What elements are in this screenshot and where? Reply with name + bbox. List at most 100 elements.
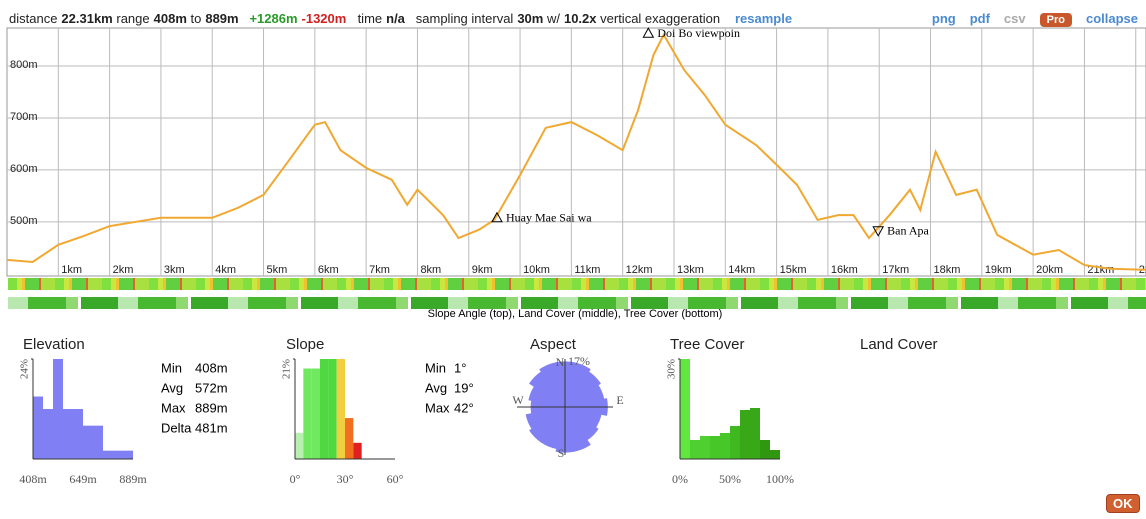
panel-title: Tree Cover xyxy=(670,336,744,353)
x-tick-label: 12km xyxy=(626,264,653,276)
x-tick-label: 11km xyxy=(574,264,600,276)
x-tick-label: 15km xyxy=(780,264,807,276)
gain: +1286m xyxy=(249,11,298,26)
stat-label: Min xyxy=(161,360,182,375)
y-tick-label: 21% xyxy=(281,359,293,379)
y-tick-label: 700m xyxy=(10,111,38,123)
rose-sector xyxy=(529,406,566,443)
histogram-bar xyxy=(750,408,760,459)
plot-area xyxy=(6,27,1146,277)
histogram-bar xyxy=(53,359,63,459)
histogram-bar xyxy=(103,450,113,459)
histogram-bar xyxy=(720,433,730,459)
resample-link[interactable]: resample xyxy=(734,11,793,26)
rose-sector xyxy=(539,362,566,408)
panel-title: Land Cover xyxy=(860,336,938,353)
histogram-bar xyxy=(328,359,337,459)
histogram-bar xyxy=(740,410,750,459)
histogram-bar xyxy=(113,450,123,459)
y-tick-label: 30% xyxy=(666,359,678,379)
loss: -1320m xyxy=(301,11,347,26)
histogram-bar xyxy=(43,409,53,459)
histogram-bar xyxy=(345,418,354,459)
label: to xyxy=(190,11,202,26)
x-tick-label: 889m xyxy=(119,472,147,486)
label: distance xyxy=(9,11,58,26)
strip-caption: Slope Angle (top), Land Cover (middle), … xyxy=(428,308,723,320)
x-tick-label: 50% xyxy=(719,472,741,486)
x-tick-label: 13km xyxy=(677,264,704,276)
label: w/ xyxy=(546,11,560,26)
x-tick-label: 9km xyxy=(472,264,493,276)
x-tick-label: 30° xyxy=(337,472,354,486)
histogram-bar xyxy=(680,359,690,459)
ok-button[interactable]: OK xyxy=(1106,494,1140,513)
x-tick-label: 100% xyxy=(766,472,794,486)
panel-title: Slope xyxy=(286,336,324,353)
x-tick-label: 3km xyxy=(164,264,185,276)
panel-title: Elevation xyxy=(23,336,85,353)
histogram-bar xyxy=(700,436,710,459)
r-tick-label: 17% xyxy=(568,354,590,368)
summary-bar: distance 22.31km range 408m to 889m +1286m -… xyxy=(9,11,796,26)
y-tick-label: 600m xyxy=(10,163,38,175)
pro-badge[interactable]: Pro xyxy=(1039,13,1072,27)
x-tick-label: 2km xyxy=(113,264,134,276)
histogram-bar xyxy=(73,409,83,459)
x-tick-label: 4km xyxy=(215,264,236,276)
value: 10.2x xyxy=(563,11,597,26)
collapse-link[interactable]: collapse xyxy=(1085,11,1138,26)
stat-label: Max xyxy=(425,400,450,415)
rose-sector xyxy=(564,371,601,408)
y-tick-label: 500m xyxy=(10,215,38,227)
y-tick-label: 800m xyxy=(10,59,38,71)
direction-label: W xyxy=(512,393,524,407)
direction-label: E xyxy=(616,393,623,407)
x-tick-label: 19km xyxy=(985,264,1012,276)
panel-title: Aspect xyxy=(530,336,577,353)
x-tick-label: 0% xyxy=(672,472,688,486)
histogram-bar xyxy=(336,359,345,459)
stat-value: 889m xyxy=(195,400,228,415)
histogram-bar xyxy=(63,409,73,459)
value: 889m xyxy=(205,11,239,26)
histogram-bar xyxy=(690,440,700,459)
x-tick-label: 18km xyxy=(934,264,961,276)
stat-value: 1° xyxy=(454,360,466,375)
x-tick-label: 16km xyxy=(831,264,858,276)
stat-label: Delta xyxy=(161,420,192,435)
waypoint-label: Huay Mae Sai wa xyxy=(506,211,592,225)
x-tick-label: 20km xyxy=(1036,264,1063,276)
value: n/a xyxy=(386,11,405,26)
histogram-bar xyxy=(770,450,780,459)
stat-label: Avg xyxy=(161,380,183,395)
histogram-bar xyxy=(760,440,770,459)
x-tick-label: 17km xyxy=(882,264,909,276)
x-tick-label: 60° xyxy=(387,472,404,486)
histogram-bar xyxy=(303,368,312,459)
value: 30m xyxy=(517,11,544,26)
value: 408m xyxy=(153,11,187,26)
waypoint-label: Ban Apa xyxy=(887,224,929,238)
pdf-link[interactable]: pdf xyxy=(969,11,990,26)
slope-strip xyxy=(8,278,1146,290)
histogram-bar xyxy=(730,426,740,459)
x-tick-label: 14km xyxy=(728,264,755,276)
histogram-bar xyxy=(123,450,133,459)
stat-value: 481m xyxy=(195,420,228,435)
histogram-bar xyxy=(33,396,43,459)
x-tick-label: 10km xyxy=(523,264,550,276)
direction-label: N xyxy=(556,355,565,369)
x-tick-label: 408m xyxy=(19,472,47,486)
elevation-line xyxy=(6,32,1146,271)
stat-label: Min xyxy=(425,360,446,375)
csv-link[interactable]: csv xyxy=(1003,11,1026,26)
land-cover-strip xyxy=(8,297,1146,309)
x-tick-label: 7km xyxy=(369,264,390,276)
x-tick-label: 6km xyxy=(318,264,339,276)
png-link[interactable]: png xyxy=(931,11,956,26)
stat-value: 572m xyxy=(195,380,228,395)
label: range xyxy=(116,11,150,26)
